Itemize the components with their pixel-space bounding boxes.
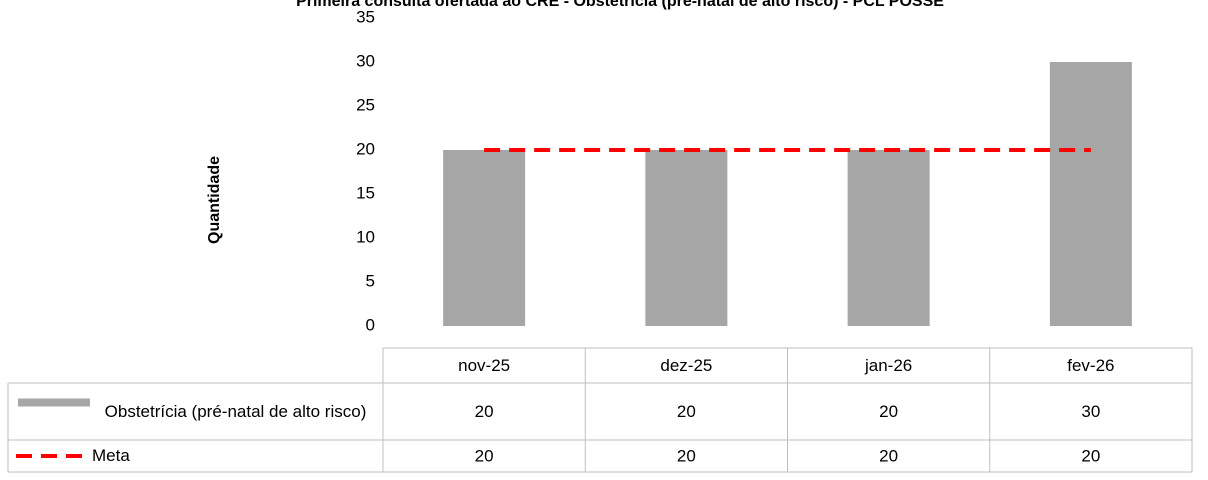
y-tick-label: 10 bbox=[356, 227, 375, 246]
y-tick-label: 30 bbox=[356, 51, 375, 70]
bar bbox=[645, 150, 728, 326]
table-value: 20 bbox=[879, 402, 898, 421]
bar bbox=[1049, 62, 1132, 326]
legend-label: Obstetrícia (pré-natal de alto risco) bbox=[104, 401, 367, 421]
x-tick-label: nov-25 bbox=[458, 356, 510, 375]
y-tick-label: 15 bbox=[356, 183, 375, 202]
bar bbox=[847, 150, 930, 326]
y-tick-label: 20 bbox=[356, 139, 375, 158]
legend-label-box: Obstetrícia (pré-natal de alto risco) bbox=[104, 401, 367, 421]
x-tick-label: fev-26 bbox=[1067, 356, 1114, 375]
y-tick-label: 0 bbox=[366, 315, 375, 334]
legend-label-box: Meta bbox=[92, 446, 130, 465]
legend-label: Meta bbox=[92, 446, 130, 465]
table-value: 20 bbox=[475, 446, 494, 465]
x-tick-label: dez-25 bbox=[660, 356, 712, 375]
table-value: 20 bbox=[677, 446, 696, 465]
legend-swatch bbox=[18, 398, 90, 407]
table-value: 20 bbox=[475, 402, 494, 421]
table-value: 20 bbox=[879, 446, 898, 465]
table-value: 30 bbox=[1081, 402, 1100, 421]
y-axis-label: Quantidade bbox=[206, 156, 223, 244]
bar bbox=[443, 150, 526, 326]
y-tick-label: 5 bbox=[366, 271, 375, 290]
y-tick-label: 35 bbox=[356, 7, 375, 26]
y-tick-label: 25 bbox=[356, 95, 375, 114]
x-tick-label: jan-26 bbox=[864, 356, 912, 375]
table-value: 20 bbox=[1081, 446, 1100, 465]
table-value: 20 bbox=[677, 402, 696, 421]
chart-title: Primeira consulta ofertada ao CRE - Obst… bbox=[296, 0, 944, 10]
